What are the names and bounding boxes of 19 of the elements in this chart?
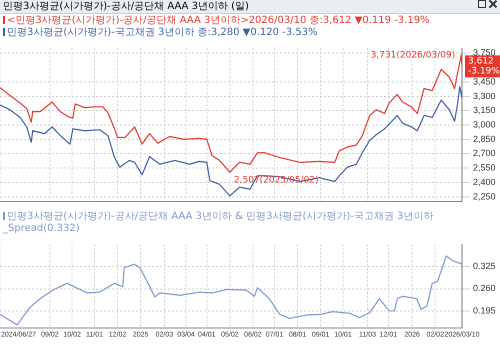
chart-title: 민평3사평균(시가평가)-공사/공단채 AAA 3년이하 (일) <box>0 0 500 14</box>
y-tick-label: 2,250 <box>473 191 496 202</box>
y-tick-label: 0.325 <box>473 261 496 272</box>
y-tick-label: 3,150 <box>473 105 496 116</box>
annotation: 3,612 -3.19% <box>468 56 500 77</box>
y-tick-label: 0.195 <box>473 305 496 316</box>
legend-label: 민평3사평균(시가평가)-국고채권 3년이하 종:3,280 ▼0.120 -3.53% <box>6 27 319 39</box>
y-tick-label: 2,550 <box>473 162 496 173</box>
legend-label: 민평3사평균(시가평가)-공사/공단채 AAA 3년이하 & 민평3사평균(시가평가)-국고채권 3년이하_Spread(0.332) <box>3 211 434 235</box>
annotation: 3,731(2026/03/09) <box>370 50 456 60</box>
y-tick-label: 2,850 <box>473 134 496 144</box>
y-tick-label: 3,450 <box>473 76 496 86</box>
y-tick-label: 2,400 <box>473 176 496 187</box>
y-tick-label: 0.260 <box>473 283 496 294</box>
y-tick-label: 3,000 <box>473 119 496 130</box>
y-tick-label: 2,700 <box>473 148 496 158</box>
legend-label: <민평3사평균(시가평가)-공사/공단채 AAA 3년이하>2026/03/10 종:3,612 ▼0.119 -3.19% <box>6 15 431 27</box>
y-tick-label: 3,300 <box>473 90 496 101</box>
y-tick-label: 3,750 <box>473 48 496 58</box>
